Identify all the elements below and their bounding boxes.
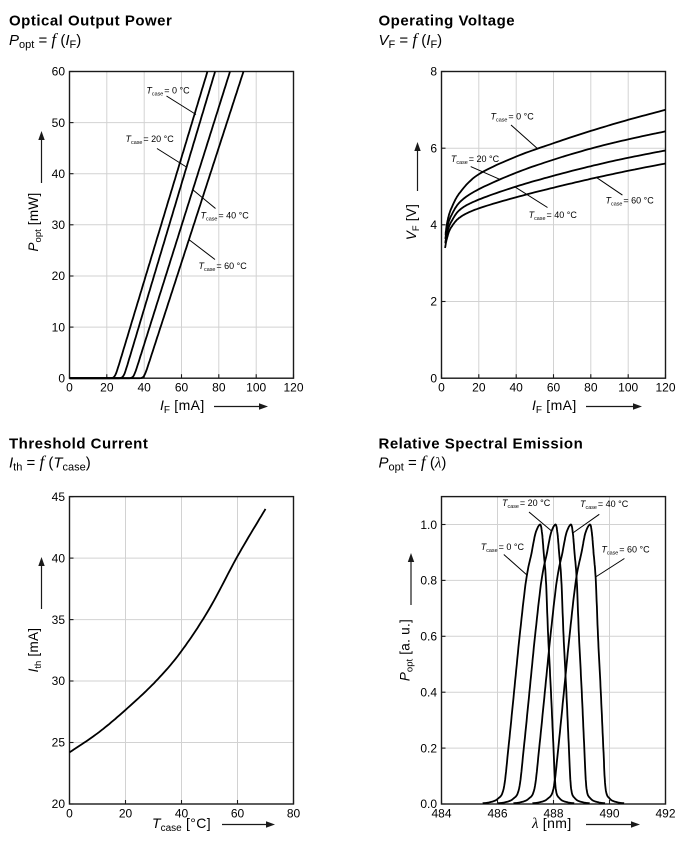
svg-text:60: 60 bbox=[175, 381, 189, 395]
svg-text:40: 40 bbox=[52, 167, 66, 181]
svg-text:Tcase= 0 °C: Tcase= 0 °C bbox=[481, 542, 525, 554]
svg-text:484: 484 bbox=[431, 806, 451, 820]
svg-text:50: 50 bbox=[52, 116, 66, 130]
svg-text:2: 2 bbox=[430, 295, 437, 309]
svg-text:45: 45 bbox=[52, 490, 66, 504]
svg-text:Ith = f (Tcase): Ith = f (Tcase) bbox=[9, 453, 91, 474]
svg-text:Relative Spectral Emission: Relative Spectral Emission bbox=[379, 436, 584, 453]
svg-text:1.0: 1.0 bbox=[420, 518, 437, 532]
svg-text:Tcase= 20 °C: Tcase= 20 °C bbox=[502, 498, 551, 510]
svg-text:80: 80 bbox=[212, 381, 226, 395]
svg-text:Operating Voltage: Operating Voltage bbox=[379, 13, 516, 30]
svg-text:Popt = f (IF): Popt = f (IF) bbox=[9, 30, 81, 51]
svg-text:100: 100 bbox=[246, 381, 266, 395]
svg-text:20: 20 bbox=[100, 381, 114, 395]
svg-text:IF [mA]: IF [mA] bbox=[532, 397, 577, 416]
svg-text:20: 20 bbox=[472, 381, 486, 395]
svg-text:25: 25 bbox=[52, 736, 66, 750]
svg-text:0.8: 0.8 bbox=[420, 574, 437, 588]
svg-text:30: 30 bbox=[52, 218, 66, 232]
svg-text:35: 35 bbox=[52, 613, 66, 627]
svg-text:Popt = f (λ): Popt = f (λ) bbox=[379, 453, 447, 474]
svg-text:Popt [a. u.]: Popt [a. u.] bbox=[398, 619, 416, 681]
svg-text:Tcase= 0 °C: Tcase= 0 °C bbox=[491, 112, 535, 124]
svg-text:20: 20 bbox=[52, 269, 66, 283]
svg-text:Tcase= 40 °C: Tcase= 40 °C bbox=[580, 499, 629, 511]
svg-text:80: 80 bbox=[287, 806, 301, 820]
svg-text:Tcase= 40 °C: Tcase= 40 °C bbox=[201, 211, 250, 223]
svg-text:Tcase= 20 °C: Tcase= 20 °C bbox=[451, 154, 500, 166]
svg-text:0.0: 0.0 bbox=[420, 797, 437, 811]
svg-text:0: 0 bbox=[430, 371, 437, 385]
svg-text:IF [mA]: IF [mA] bbox=[160, 397, 205, 416]
svg-text:486: 486 bbox=[487, 806, 507, 820]
svg-text:λ [nm]: λ [nm] bbox=[531, 815, 572, 832]
svg-text:Tcase [°C]: Tcase [°C] bbox=[152, 815, 211, 834]
svg-text:40: 40 bbox=[52, 551, 66, 565]
svg-text:0: 0 bbox=[438, 381, 445, 395]
svg-text:Tcase= 60 °C: Tcase= 60 °C bbox=[601, 545, 650, 557]
svg-text:20: 20 bbox=[52, 797, 66, 811]
svg-text:Tcase= 40 °C: Tcase= 40 °C bbox=[529, 210, 578, 222]
svg-text:0.2: 0.2 bbox=[420, 741, 437, 755]
svg-text:120: 120 bbox=[655, 381, 675, 395]
svg-text:30: 30 bbox=[52, 674, 66, 688]
svg-text:Tcase= 60 °C: Tcase= 60 °C bbox=[199, 261, 248, 273]
svg-text:6: 6 bbox=[430, 141, 437, 155]
svg-text:Popt [mW]: Popt [mW] bbox=[26, 193, 44, 252]
svg-text:60: 60 bbox=[547, 381, 561, 395]
svg-text:40: 40 bbox=[175, 806, 189, 820]
svg-text:40: 40 bbox=[509, 381, 523, 395]
svg-text:120: 120 bbox=[283, 381, 303, 395]
svg-text:8: 8 bbox=[430, 65, 437, 79]
svg-text:4: 4 bbox=[430, 218, 437, 232]
svg-text:VF = f (IF): VF = f (IF) bbox=[379, 30, 443, 51]
svg-text:10: 10 bbox=[52, 320, 66, 334]
svg-text:60: 60 bbox=[231, 806, 245, 820]
svg-text:Tcase= 0 °C: Tcase= 0 °C bbox=[146, 85, 190, 97]
svg-text:Tcase= 60 °C: Tcase= 60 °C bbox=[606, 196, 655, 208]
svg-text:492: 492 bbox=[655, 806, 675, 820]
svg-text:0.4: 0.4 bbox=[420, 685, 437, 699]
svg-text:VF [V]: VF [V] bbox=[404, 204, 422, 240]
svg-text:0.6: 0.6 bbox=[420, 630, 437, 644]
svg-text:60: 60 bbox=[52, 65, 66, 79]
svg-text:80: 80 bbox=[584, 381, 598, 395]
svg-text:20: 20 bbox=[119, 806, 133, 820]
svg-text:40: 40 bbox=[137, 381, 151, 395]
svg-text:Ith [mA]: Ith [mA] bbox=[26, 628, 44, 673]
svg-text:Tcase= 20 °C: Tcase= 20 °C bbox=[126, 134, 175, 146]
svg-text:Optical Output Power: Optical Output Power bbox=[9, 13, 172, 30]
svg-text:100: 100 bbox=[618, 381, 638, 395]
svg-text:0: 0 bbox=[58, 371, 65, 385]
svg-text:Threshold Current: Threshold Current bbox=[9, 436, 148, 453]
svg-text:490: 490 bbox=[599, 806, 619, 820]
svg-text:0: 0 bbox=[66, 806, 73, 820]
svg-text:0: 0 bbox=[66, 381, 73, 395]
svg-text:488: 488 bbox=[543, 806, 563, 820]
